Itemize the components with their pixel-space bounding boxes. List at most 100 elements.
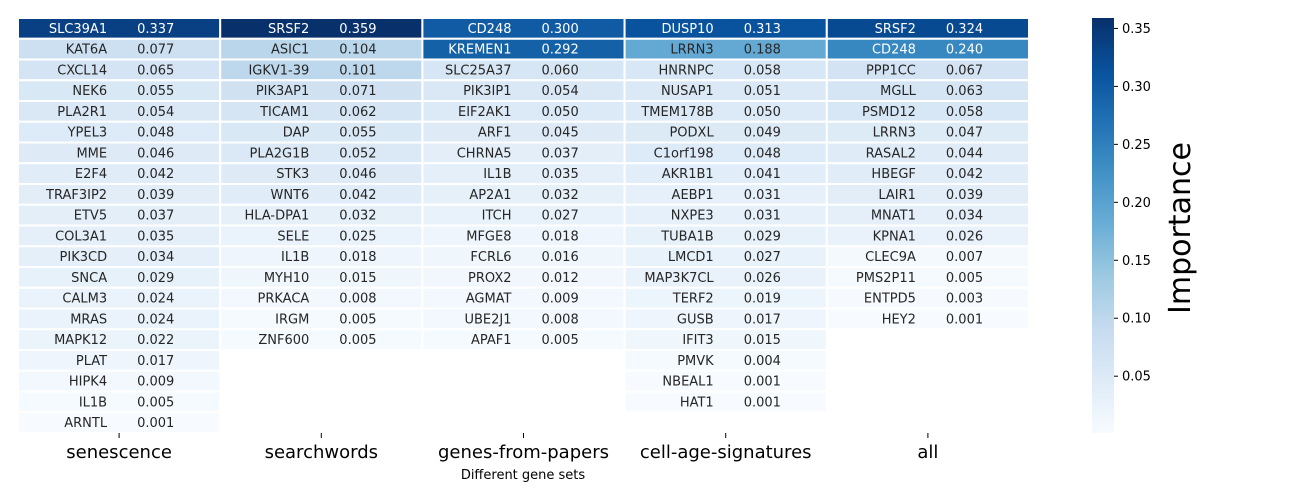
heatmap-cell: ENTPD5 0.003 [825,286,1030,310]
heatmap-cell-rect [17,37,222,61]
cell-value-label: 0.029 [744,229,781,244]
heatmap-cell: MME 0.046 [17,141,222,165]
cell-gene-label: TMEM178B [640,105,713,120]
cell-value-label: 0.055 [339,126,376,141]
cell-gene-label: CLEC9A [865,250,916,265]
cell-value-label: 0.007 [946,250,983,265]
colorbar-tick-label: 0.05 [1122,370,1151,385]
heatmap-cell-rect [623,307,828,331]
cell-gene-label: CHRNA5 [457,146,512,161]
heatmap-cell: PSMD12 0.058 [825,100,1030,123]
heatmap-cell: NEK6 0.055 [17,79,222,102]
cell-gene-label: FCRL6 [470,250,511,265]
heatmap-cell-rect [421,286,626,310]
cell-value-label: 0.039 [946,188,983,203]
heatmap-cell-rect [421,245,626,268]
cell-gene-label: MGLL [880,84,917,99]
cell-value-label: 0.065 [137,63,174,78]
cell-value-label: 0.058 [946,105,983,120]
heatmap-cell: DAP 0.055 [219,120,424,144]
heatmap-cell-rect [219,100,424,123]
heatmap-cell: WNT6 0.042 [219,183,424,206]
cell-gene-label: WNT6 [271,188,310,203]
heatmap-cell-rect [17,328,222,351]
heatmap-cell-rect [421,328,626,351]
heatmap-cell: TUBA1B 0.029 [623,224,828,248]
heatmap-cell: MGLL 0.063 [825,79,1030,102]
heatmap-cell: AGMAT 0.009 [421,286,626,310]
heatmap-cell: PROX2 0.012 [421,266,626,289]
heatmap-cell-rect [825,183,1030,206]
heatmap-cell-rect [219,120,424,144]
cell-value-label: 0.055 [137,84,174,99]
cell-value-label: 0.048 [137,126,174,141]
cell-value-label: 0.046 [137,146,174,161]
cell-value-label: 0.032 [339,209,376,224]
cell-gene-label: LMCD1 [668,250,714,265]
heatmap-cell-rect [219,37,424,61]
heatmap-cell: TMEM178B 0.050 [623,100,828,123]
cell-gene-label: PRKACA [257,292,309,307]
heatmap-cell-rect [219,286,424,310]
cell-value-label: 0.015 [339,271,376,286]
heatmap-cell: PMS2P11 0.005 [825,266,1030,289]
heatmap-cell-rect [421,224,626,248]
cell-gene-label: AP2A1 [469,188,511,203]
colorbar-label: Importance [1163,142,1198,314]
colorbar-tick-label: 0.10 [1122,312,1151,327]
cell-gene-label: APAF1 [471,333,512,348]
cell-gene-label: STK3 [276,167,309,182]
heatmap-cell-rect [17,411,222,434]
heatmap-cell: RASAL2 0.044 [825,141,1030,165]
heatmap-cell-rect [825,141,1030,165]
cell-gene-label: AKR1B1 [662,167,714,182]
heatmap-cell-rect [825,100,1030,123]
heatmap-cell: PLA2G1B 0.052 [219,141,424,165]
cell-gene-label: KREMEN1 [448,43,511,58]
cell-value-label: 0.018 [339,250,376,265]
heatmap-cell: IRGM 0.005 [219,307,424,331]
cell-gene-label: AGMAT [466,292,512,307]
cell-value-label: 0.039 [137,188,174,203]
cell-gene-label: TICAM1 [259,105,309,120]
cell-gene-label: ARF1 [478,126,512,141]
heatmap-cell: IL1B 0.018 [219,245,424,268]
cell-value-label: 0.052 [339,146,376,161]
cell-gene-label: SNCA [71,271,107,286]
heatmap-cell-rect [421,100,626,123]
heatmap-cell-rect [623,390,828,414]
cell-value-label: 0.042 [946,167,983,182]
cell-value-label: 0.005 [339,312,376,327]
heatmap-cell-rect [219,162,424,185]
heatmap-cell: EIF2AK1 0.050 [421,100,626,123]
cell-value-label: 0.104 [339,43,376,58]
cell-gene-label: HIPK4 [69,375,107,390]
heatmap-cell-rect [825,58,1030,82]
x-tick-label: genes-from-papers [438,442,609,463]
heatmap-cell-rect [17,369,222,393]
cell-value-label: 0.062 [339,105,376,120]
cell-gene-label: ZNF600 [258,333,309,348]
cell-gene-label: MYH10 [264,271,309,286]
cell-gene-label: SRSF2 [268,22,309,37]
cell-value-label: 0.035 [137,229,174,244]
colorbar-tick-label: 0.25 [1122,138,1151,153]
cell-value-label: 0.005 [542,333,579,348]
heatmap-cell: LRRN3 0.047 [825,120,1030,144]
cell-value-label: 0.032 [542,188,579,203]
cell-gene-label: ITCH [482,209,512,224]
heatmap-cell: IFIT3 0.015 [623,328,828,351]
heatmap-cell: AEBP1 0.031 [623,183,828,206]
heatmap-cell: STK3 0.046 [219,162,424,185]
heatmap-cell: ASIC1 0.104 [219,37,424,61]
heatmap-cell-rect [17,58,222,82]
cell-value-label: 0.004 [744,354,781,369]
heatmap-cell-rect [219,245,424,268]
heatmap-cell-rect [219,328,424,351]
cell-gene-label: TERF2 [672,292,714,307]
heatmap-cell: MAP3K7CL 0.026 [623,266,828,289]
cell-value-label: 0.041 [744,167,781,182]
heatmap-cell: NBEAL1 0.001 [623,369,828,393]
cell-gene-label: PIK3IP1 [463,84,511,99]
